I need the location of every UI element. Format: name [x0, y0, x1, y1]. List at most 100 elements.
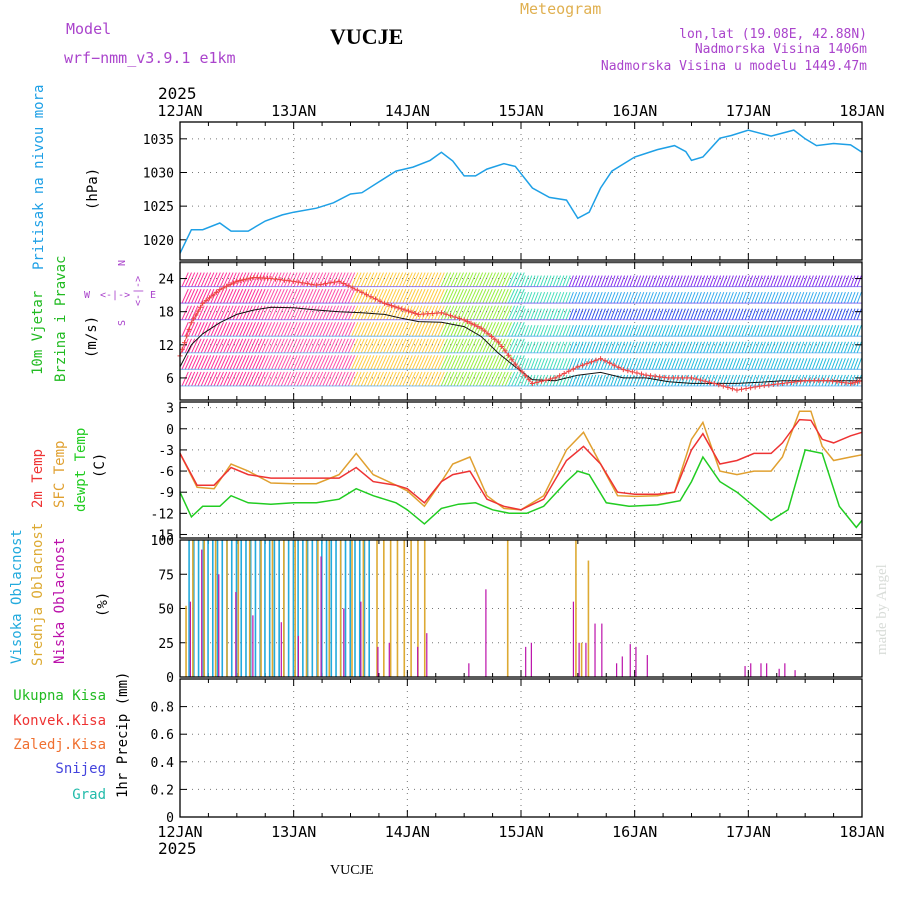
- wind-barb: [223, 371, 231, 387]
- wind-barb: [610, 308, 616, 320]
- wind-barb: [741, 325, 747, 337]
- wind-barb: [507, 338, 516, 354]
- wind-barb: [507, 305, 516, 320]
- wind-barb: [683, 341, 690, 353]
- wind-barb: [443, 371, 452, 387]
- wind-barb: [229, 371, 237, 387]
- wind-gust-point: [602, 358, 608, 364]
- x-label-top: 18JAN: [839, 102, 884, 120]
- wind-barb: [450, 371, 458, 387]
- wind-barb: [783, 325, 789, 337]
- footer-station: VUCJE: [330, 863, 374, 878]
- wind-gust-point: [182, 340, 188, 346]
- wind-barb: [207, 272, 215, 287]
- wind-barb: [709, 358, 715, 370]
- wind-barb: [575, 275, 581, 287]
- wind-barb: [779, 358, 786, 370]
- wind-barb: [799, 291, 805, 304]
- wind-barb: [815, 325, 821, 337]
- wind-barb: [517, 338, 525, 354]
- wind-gust-point: [350, 285, 356, 291]
- wind-barb: [251, 338, 260, 354]
- wind-barb: [709, 275, 715, 287]
- wind-barb: [597, 358, 603, 370]
- wind-barb: [306, 322, 314, 337]
- wind-barb: [418, 371, 426, 387]
- wind-barb: [610, 358, 616, 370]
- wind-barb: [786, 325, 792, 337]
- wind-barb: [575, 374, 581, 387]
- wind-barb: [629, 275, 635, 287]
- wind-barb: [299, 371, 308, 387]
- wind-barb: [741, 374, 747, 387]
- wind-barb: [232, 288, 240, 304]
- wind-barb: [466, 355, 474, 370]
- wind-barb: [856, 275, 862, 287]
- model-elevation-text: Nadmorska Visina u modelu 1449.47m: [601, 59, 867, 74]
- wind-barb: [725, 291, 731, 304]
- wind-barb: [853, 341, 859, 353]
- temp-ytick-label: 3: [166, 402, 174, 417]
- wind-barb: [677, 291, 683, 304]
- wind-barb: [232, 355, 240, 370]
- wind-barb: [703, 358, 709, 370]
- wind-barb: [530, 358, 536, 370]
- wind-barb: [603, 325, 610, 337]
- wind-barb: [703, 291, 709, 304]
- temp-ytick-label: -15: [151, 528, 174, 543]
- temp-ytick-label: -12: [151, 507, 174, 522]
- wind-barb: [674, 275, 680, 287]
- wind-gust-point: [452, 314, 458, 320]
- cloud-ylabel-low: Niska Oblacnost: [52, 538, 68, 664]
- wind-gust-point: [820, 378, 826, 384]
- wind-barb: [751, 341, 757, 353]
- wind-barb: [555, 291, 562, 304]
- wind-barb: [639, 275, 645, 287]
- wind-barb: [360, 371, 368, 387]
- wind-barb: [527, 275, 533, 287]
- wind-barb: [738, 325, 744, 337]
- wind-barb: [466, 272, 474, 287]
- wind-gust-point: [244, 276, 250, 282]
- wind-barb: [437, 288, 445, 304]
- wind-barb: [479, 355, 487, 370]
- wind-barb: [754, 291, 760, 304]
- wind-barb: [248, 355, 256, 370]
- wind-barb: [667, 374, 674, 387]
- wind-barb: [837, 275, 843, 287]
- wind-barb: [706, 291, 712, 304]
- compass-arrows-h: <-|->: [100, 290, 130, 301]
- wind-barb: [853, 291, 859, 304]
- wind-barb: [255, 288, 263, 304]
- wind-barb: [472, 305, 480, 320]
- wind-barb: [533, 358, 539, 370]
- wind-barb: [283, 338, 292, 354]
- wind-barb: [319, 338, 327, 354]
- wind-gust-point: [207, 295, 213, 301]
- wind-barb: [392, 371, 400, 387]
- wind-barb: [232, 322, 240, 337]
- wind-barb: [731, 374, 738, 387]
- wind-barb: [389, 371, 397, 387]
- wind-barb: [565, 308, 571, 320]
- wind-barb: [309, 371, 317, 387]
- wind-barb: [853, 325, 859, 337]
- wind-barb: [251, 355, 260, 370]
- wind-barb: [456, 272, 464, 287]
- wind-barb: [827, 341, 834, 353]
- wind-barb: [511, 272, 519, 287]
- wind-barb: [399, 355, 407, 370]
- wind-barb: [645, 291, 651, 304]
- wind-barb: [591, 325, 597, 337]
- wind-barb: [245, 288, 253, 304]
- wind-gust-point: [388, 303, 394, 309]
- wind-barb: [303, 371, 311, 387]
- wind-barb: [658, 308, 664, 320]
- precip-ytick-label: 0.4: [151, 756, 175, 771]
- wind-barb: [216, 322, 224, 337]
- wind-gust-point: [195, 308, 201, 314]
- wind-barb: [827, 275, 834, 287]
- wind-barb: [760, 341, 766, 353]
- wind-barb: [578, 341, 584, 353]
- wind-barb: [325, 322, 333, 337]
